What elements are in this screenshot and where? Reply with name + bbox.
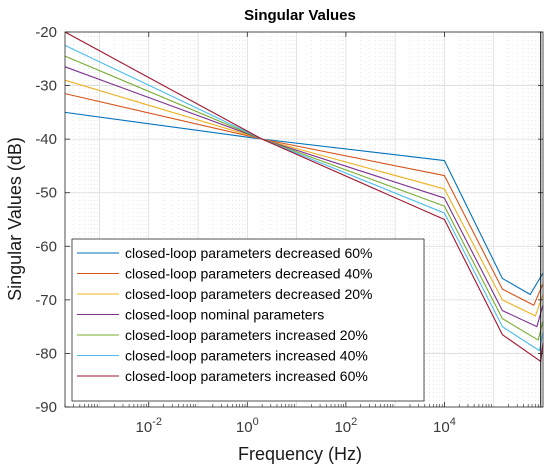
legend-label-5: closed-loop parameters increased 20% xyxy=(125,327,368,343)
series-line-4 xyxy=(64,66,544,328)
y-tick-label: -60 xyxy=(35,238,57,255)
series-line-5 xyxy=(64,55,544,341)
legend-label-4: closed-loop nominal parameters xyxy=(125,307,324,323)
x-tick-label: 104 xyxy=(433,416,456,436)
series-lines xyxy=(64,31,544,407)
y-tick-label: -80 xyxy=(35,345,57,362)
series-line-2 xyxy=(64,93,544,306)
legend-label-3: closed-loop parameters decreased 20% xyxy=(125,286,372,302)
x-axis-label: Frequency (Hz) xyxy=(238,444,362,464)
legend-box xyxy=(71,238,425,402)
legend-label-1: closed-loop parameters decreased 60% xyxy=(125,245,372,261)
series-line-3 xyxy=(64,79,544,317)
y-tick-label: -50 xyxy=(35,185,57,202)
x-tick-label: 10-2 xyxy=(135,416,161,436)
y-axis-label: Singular Values (dB) xyxy=(5,137,25,301)
x-tick-label: 100 xyxy=(236,416,259,436)
legend-label-7: closed-loop parameters increased 60% xyxy=(125,368,368,384)
x-tick-label: 102 xyxy=(334,416,357,436)
axes-box xyxy=(64,31,544,408)
legend: closed-loop parameters decreased 60% clos… xyxy=(71,238,425,402)
y-tick-label: -30 xyxy=(35,78,57,95)
legend-label-6: closed-loop parameters increased 40% xyxy=(125,348,368,364)
y-tick-label: -70 xyxy=(35,292,57,309)
series-line-1 xyxy=(64,111,544,296)
y-tick-label: -90 xyxy=(35,399,57,416)
series-line-6 xyxy=(64,44,544,352)
axes: 10-2 100 102 104 -20 -30 -40 -50 -60 -70 -80 -90 xyxy=(35,24,544,436)
y-tick-label: -40 xyxy=(35,131,57,148)
chart-title: Singular Values xyxy=(244,7,356,24)
y-tick-label: -20 xyxy=(35,24,57,41)
legend-label-2: closed-loop parameters decreased 40% xyxy=(125,266,372,282)
